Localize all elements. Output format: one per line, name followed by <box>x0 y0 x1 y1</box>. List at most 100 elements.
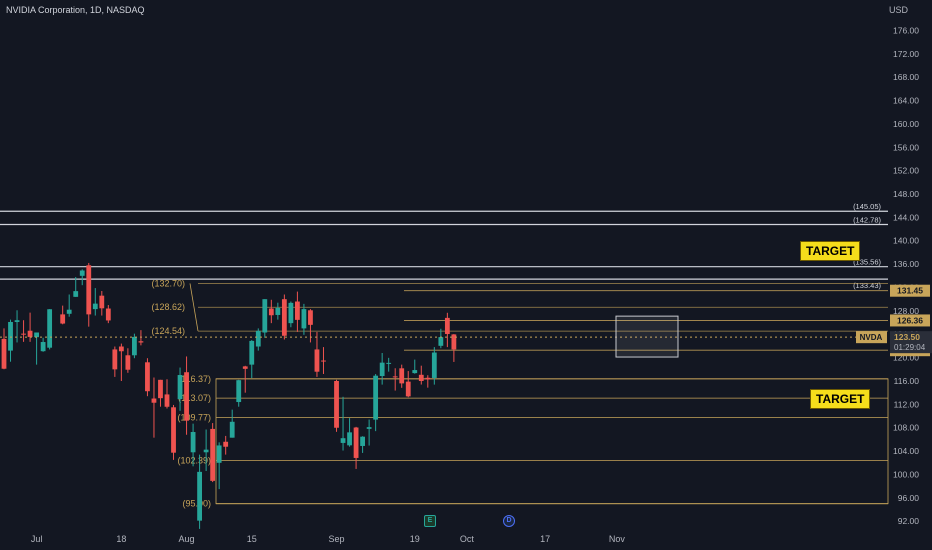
y-tick-label: 140.00 <box>893 236 919 246</box>
candle-body <box>40 342 46 352</box>
candle-body <box>112 349 118 370</box>
fib-box <box>215 378 889 505</box>
x-tick-label: Sep <box>329 534 345 544</box>
dividend-icon[interactable]: D <box>503 515 515 527</box>
candle-body <box>353 427 359 458</box>
y-tick-label: 172.00 <box>893 49 919 59</box>
x-tick-label: 19 <box>410 534 420 544</box>
current-price-tag <box>890 331 932 354</box>
horizontal-levels: (145.05) (142.78) (135.56) (133.43) <box>0 202 888 290</box>
time-axis[interactable]: Jul 18 Aug 15 Sep 19 Oct 17 Nov <box>31 534 626 544</box>
level-label: (145.05) <box>853 202 881 211</box>
candle-body <box>399 368 405 384</box>
y-tick-label: 136.00 <box>893 259 919 269</box>
y-tick-label: 176.00 <box>893 25 919 35</box>
fib-label: (102.39) <box>177 456 211 466</box>
candle-body <box>438 337 444 346</box>
candle-body <box>314 349 320 372</box>
candle-body <box>184 372 189 421</box>
candle-body <box>105 308 111 321</box>
candle-body <box>223 441 229 447</box>
x-tick-label: 18 <box>116 534 126 544</box>
candle-body <box>334 380 339 428</box>
candle-body <box>321 360 326 362</box>
candle-body <box>451 334 457 350</box>
candle-body <box>203 449 209 453</box>
candle-body <box>158 379 163 399</box>
candle-body <box>47 309 53 348</box>
earnings-icon[interactable]: E <box>424 515 436 527</box>
candle-body <box>405 381 411 397</box>
candle-body <box>379 362 385 377</box>
current-price-value: 123.50 <box>894 332 920 342</box>
y-tick-label: 148.00 <box>893 189 919 199</box>
candle-body <box>171 407 176 453</box>
candle-body <box>392 376 398 378</box>
candle-body <box>386 362 392 364</box>
y-tick-label: 152.00 <box>893 166 919 176</box>
y-tick-label: 112.00 <box>894 399 920 409</box>
level-label: (142.78) <box>853 216 881 225</box>
x-tick-label: 15 <box>247 534 257 544</box>
x-tick-label: Jul <box>31 534 43 544</box>
candle-body <box>197 471 202 521</box>
fib-label: (128.62) <box>151 302 185 312</box>
fib-label: (95.00) <box>182 499 211 509</box>
fib-label: (113.07) <box>178 393 211 403</box>
countdown-label: 01:29:04 <box>894 343 926 352</box>
candle-body <box>60 314 66 324</box>
candle-body <box>177 375 183 400</box>
candle-body <box>249 340 255 365</box>
candle-body <box>86 265 92 315</box>
fib-label: (116.37) <box>178 374 211 384</box>
candle-body <box>132 336 137 356</box>
y-tick-label: 164.00 <box>893 96 919 106</box>
level-label: (133.43) <box>853 281 881 290</box>
candle-body <box>210 428 216 481</box>
candle-body <box>14 320 20 322</box>
candle-body <box>8 321 13 351</box>
x-tick-label: 17 <box>540 534 550 544</box>
candle-body <box>92 303 98 310</box>
highlight-box <box>615 315 679 358</box>
symbol-tag <box>856 331 887 344</box>
candle-body <box>79 270 85 276</box>
candle-body <box>275 307 281 315</box>
y-tick-label: 96.00 <box>898 493 920 503</box>
target-label-upper: TARGET <box>800 241 861 261</box>
fibonacci-levels: (132.70) (128.62) (124.54) (116.37) (113.07)… <box>151 278 889 509</box>
candle-body <box>145 362 150 392</box>
y-tick-label: 108.00 <box>893 423 919 433</box>
x-tick-label: Nov <box>609 534 626 544</box>
candle-body <box>190 432 196 453</box>
fib-label: (124.54) <box>151 326 185 336</box>
fib-label: (109.77) <box>177 412 211 422</box>
y-tick-label: 168.00 <box>893 72 919 82</box>
candle-body <box>34 332 39 338</box>
level-label: (135.56) <box>853 258 881 267</box>
y-tick-label: 92.00 <box>898 516 920 526</box>
candle-body <box>27 330 33 337</box>
candle-body <box>347 432 352 446</box>
candle-body <box>373 375 379 420</box>
price-axis[interactable]: 92.00 96.00 100.00 104.00 108.00 112.00 116.00… <box>890 25 932 526</box>
candle-body <box>125 355 131 370</box>
price-badge <box>890 314 930 327</box>
candle-body <box>418 374 424 381</box>
candle-body <box>99 295 105 309</box>
candle-body <box>281 299 287 336</box>
y-tick-label: 128.00 <box>893 306 919 316</box>
overlays: NVDA <box>0 315 887 358</box>
y-tick-label: 104.00 <box>893 446 919 456</box>
candle-body <box>360 436 365 446</box>
candle-body <box>412 370 418 374</box>
candle-body <box>340 438 346 443</box>
candle-body <box>216 445 222 463</box>
candle-body <box>268 308 274 316</box>
y-tick-label: 100.00 <box>893 469 919 479</box>
candle-body <box>295 301 300 320</box>
candle-body <box>301 309 307 329</box>
currency-label[interactable]: USD <box>888 5 908 15</box>
symbol-title[interactable]: NVIDIA Corporation, 1D, NASDAQ <box>6 5 145 15</box>
